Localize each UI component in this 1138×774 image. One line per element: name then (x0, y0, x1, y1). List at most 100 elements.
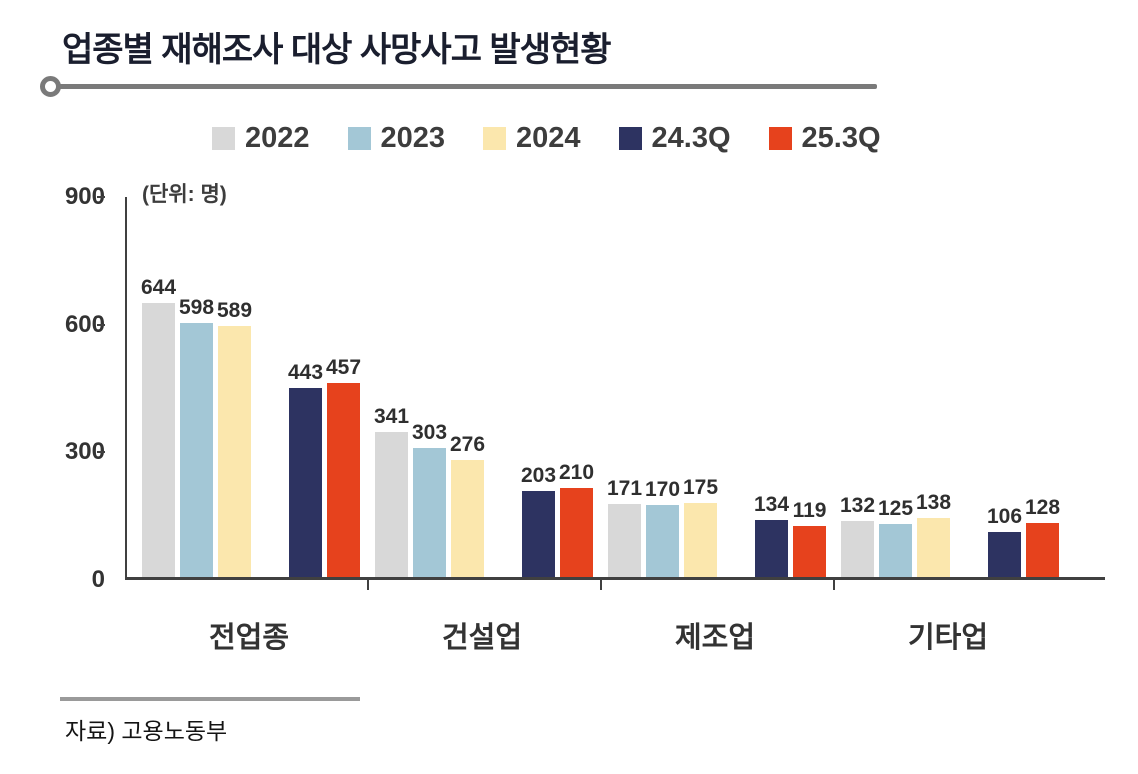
bar-wrap-24.3Q: 443 (287, 361, 324, 577)
y-tick-mark (97, 451, 105, 454)
bar-value-label: 210 (558, 461, 595, 484)
bar-2023-건설업 (413, 448, 446, 577)
source-text: 자료) 고용노동부 (65, 718, 228, 744)
y-axis-labels: 0 300 600 900 (20, 0, 105, 600)
y-tick-mark (97, 196, 105, 198)
category-label-제조업: 제조업 (674, 622, 756, 654)
bar-value-label: 119 (792, 499, 827, 522)
bar-wrap-2024: 276 (449, 433, 486, 577)
bar-2022-전업종 (142, 303, 175, 577)
bar-2022-제조업 (608, 504, 641, 577)
bar-wrap-2022: 132 (839, 494, 876, 577)
source-divider (60, 697, 360, 701)
category-label-전업종: 전업종 (208, 622, 290, 654)
bar-group-전업종: 644 598 589 443 457 (140, 276, 362, 577)
bar-wrap-25.3Q: 210 (558, 461, 595, 577)
category-label-기타업: 기타업 (907, 622, 989, 654)
legend-label: 2024 (516, 122, 581, 154)
bar-2022-건설업 (375, 432, 408, 577)
y-tick-label-300: 300 (64, 438, 105, 466)
bar-2022-기타업 (841, 521, 874, 577)
bar-wrap-25.3Q: 119 (793, 499, 826, 577)
legend-item-2022: 2022 (212, 124, 310, 153)
bar-wrap-2024: 175 (682, 476, 719, 577)
bar-wrap-2022: 644 (140, 276, 177, 577)
bar-24.3Q-전업종 (289, 388, 322, 577)
y-tick-mark (97, 323, 105, 326)
legend-label: 25.3Q (801, 122, 881, 154)
bar-value-label: 644 (140, 276, 177, 299)
x-axis-group-tick (599, 580, 602, 590)
bar-value-label: 598 (178, 296, 215, 319)
bar-wrap-25.3Q: 457 (325, 356, 362, 577)
bar-wrap-2022: 171 (606, 477, 643, 577)
legend-swatch-icon (347, 127, 371, 150)
y-tick-label-0: 0 (91, 566, 105, 593)
bar-25.3Q-건설업 (560, 488, 593, 577)
bar-value-label: 134 (753, 493, 790, 516)
bar-value-label: 203 (520, 464, 557, 487)
bar-group-제조업: 171 170 175 134 119 (606, 476, 826, 577)
bar-value-label: 132 (839, 494, 876, 517)
category-labels: 전업종 건설업 제조업 기타업 (125, 614, 1105, 659)
x-axis-group-tick (832, 580, 835, 590)
legend-item-25.3Q: 25.3Q (768, 122, 881, 154)
page-title: 업종별 재해조사 대상 사망사고 발생현황 (62, 31, 612, 69)
bar-2024-제조업 (684, 503, 717, 577)
bar-24.3Q-건설업 (522, 491, 555, 577)
bar-wrap-2023: 303 (412, 421, 447, 577)
bar-wrap-2023: 125 (877, 497, 914, 577)
bar-24.3Q-제조업 (755, 520, 788, 577)
bar-value-label: 128 (1024, 496, 1061, 519)
bar-value-label: 443 (287, 361, 324, 384)
bar-2023-전업종 (180, 323, 213, 577)
legend-item-2023: 2023 (347, 122, 446, 154)
legend-swatch-icon (483, 127, 507, 150)
bar-wrap-2023: 598 (178, 296, 215, 577)
bar-wrap-2023: 170 (644, 478, 681, 577)
bar-25.3Q-전업종 (327, 383, 360, 577)
bar-wrap-2022: 341 (373, 405, 410, 577)
bar-wrap-2024: 138 (916, 491, 951, 577)
legend-item-24.3Q: 24.3Q (618, 122, 731, 154)
title-underline (48, 84, 877, 89)
bar-wrap-2024: 589 (216, 299, 253, 577)
bar-value-label: 175 (682, 476, 719, 499)
bar-value-label: 457 (325, 356, 362, 379)
legend-label: 2023 (380, 122, 446, 154)
bar-value-label: 106 (986, 505, 1023, 528)
unit-label: (단위: 명) (142, 183, 227, 206)
bar-wrap-25.3Q: 128 (1024, 496, 1061, 577)
bar-value-label: 170 (644, 478, 681, 501)
bar-value-label: 125 (877, 497, 914, 520)
bar-value-label: 589 (216, 299, 253, 322)
bar-wrap-24.3Q: 203 (520, 464, 557, 577)
category-label-건설업: 건설업 (441, 622, 523, 654)
legend-label: 24.3Q (651, 122, 731, 154)
bar-25.3Q-기타업 (1026, 523, 1059, 577)
bar-2024-전업종 (218, 326, 251, 577)
bar-2023-제조업 (646, 505, 679, 577)
title-underline-circle-icon (40, 76, 61, 97)
bar-wrap-24.3Q: 106 (986, 505, 1023, 577)
legend-swatch-icon (768, 127, 792, 150)
bar-value-label: 341 (373, 405, 410, 428)
legend-swatch-icon (618, 127, 642, 150)
bar-2023-기타업 (879, 524, 912, 577)
bar-group-건설업: 341 303 276 203 210 (373, 405, 595, 577)
bar-group-기타업: 132 125 138 106 128 (839, 491, 1061, 577)
plot-area: 644 598 589 443 457 341 303 276 203 210 171 170 175 1… (125, 197, 1105, 590)
bar-24.3Q-기타업 (988, 532, 1021, 577)
bar-value-label: 171 (606, 477, 643, 500)
chart-legend: 2022 2023 2024 24.3Q 25.3Q (212, 124, 881, 153)
x-axis-group-tick (366, 580, 369, 590)
bar-25.3Q-제조업 (793, 526, 826, 577)
bar-wrap-24.3Q: 134 (753, 493, 790, 577)
legend-swatch-icon (212, 127, 235, 150)
legend-item-2024: 2024 (483, 124, 581, 153)
y-tick-label-900: 900 (64, 183, 105, 210)
y-tick-label-600: 600 (64, 310, 105, 338)
bar-value-label: 276 (449, 433, 486, 456)
legend-label: 2022 (245, 122, 310, 154)
